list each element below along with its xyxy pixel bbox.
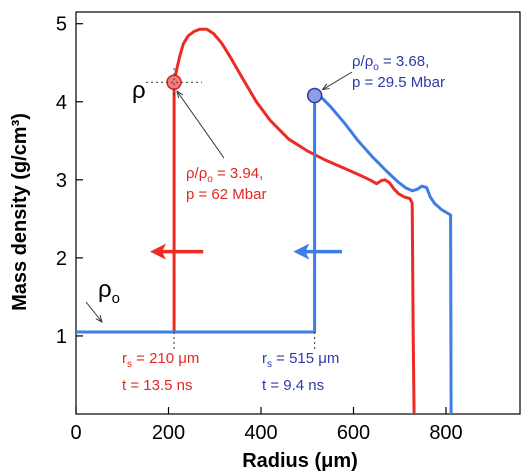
red-pressure-label: p = 62 Mbar [186, 186, 266, 203]
blue-callout-leader [322, 71, 353, 90]
red-rs-sub: s [127, 359, 132, 370]
x-tick-label: 0 [70, 422, 81, 444]
blue-rs-post: = 515 μm [272, 350, 339, 367]
blue-rs-pre: r [262, 350, 267, 367]
red-ratio-post: = 3.94, [213, 165, 263, 182]
blue-pressure-label: p = 29.5 Mbar [352, 74, 445, 91]
annotation-group: ρ ρo ρ/ρo = 3.94, p = 62 Mbar ρ/ρo = 3.6… [9, 53, 445, 472]
blue-rs-label: rs = 515 μm [262, 350, 339, 370]
red-arrow-head [150, 243, 166, 260]
red-rs-pre: r [122, 350, 127, 367]
x-tick-label: 400 [244, 422, 277, 444]
red-ratio-pre: ρ/ρ [186, 165, 207, 182]
rho0-leader-head [95, 315, 103, 324]
x-axis-title: Radius (μm) [242, 450, 358, 472]
red-rs-post: = 210 μm [132, 350, 199, 367]
x-tick-label: 600 [337, 422, 370, 444]
blue-rs-sub: s [267, 359, 272, 370]
blue-shock-marker [306, 87, 323, 104]
y-tick-label: 5 [56, 14, 67, 36]
y-axis-title: Mass density (g/cm³) [9, 113, 31, 311]
blue-t-label: t = 9.4 ns [262, 377, 324, 394]
plot-frame [75, 11, 521, 415]
red-callout-leader-head [176, 90, 184, 99]
red-callout-leader [176, 90, 225, 159]
blue-arrow-head [293, 243, 310, 260]
y-tick-label: 1 [56, 326, 67, 348]
y-tick-label: 3 [56, 170, 67, 192]
blue-callout-leader-head [321, 83, 330, 91]
y-tick-label: 4 [56, 92, 67, 114]
red-rs-label: rs = 210 μm [122, 350, 199, 370]
rho0-label: ρo [98, 276, 120, 307]
red-t-label: t = 13.5 ns [122, 377, 192, 394]
rho0-leader [85, 301, 103, 323]
y-tick-label: 2 [56, 248, 67, 270]
blue-ratio-post: = 3.68, [379, 53, 429, 70]
x-tick-label: 800 [429, 422, 462, 444]
red-shock-marker [166, 74, 182, 91]
red-ratio-label: ρ/ρo = 3.94, [186, 165, 263, 185]
rho-symbol-label: ρ [132, 77, 146, 104]
red-ratio-sub: o [207, 174, 213, 185]
blue-ratio-sub: o [373, 62, 379, 73]
series-group [76, 27, 453, 415]
x-tick-label: 200 [152, 422, 185, 444]
plot-background: 0 200 400 600 800 1 2 3 4 5 [56, 11, 521, 444]
rho0-main: ρ [98, 276, 112, 303]
rho0-sub: o [112, 290, 120, 307]
blue-ratio-pre: ρ/ρ [352, 53, 373, 70]
blue-ratio-label: ρ/ρo = 3.68, [352, 53, 429, 73]
blue-series-line [76, 94, 453, 415]
red-series-line [172, 27, 416, 415]
